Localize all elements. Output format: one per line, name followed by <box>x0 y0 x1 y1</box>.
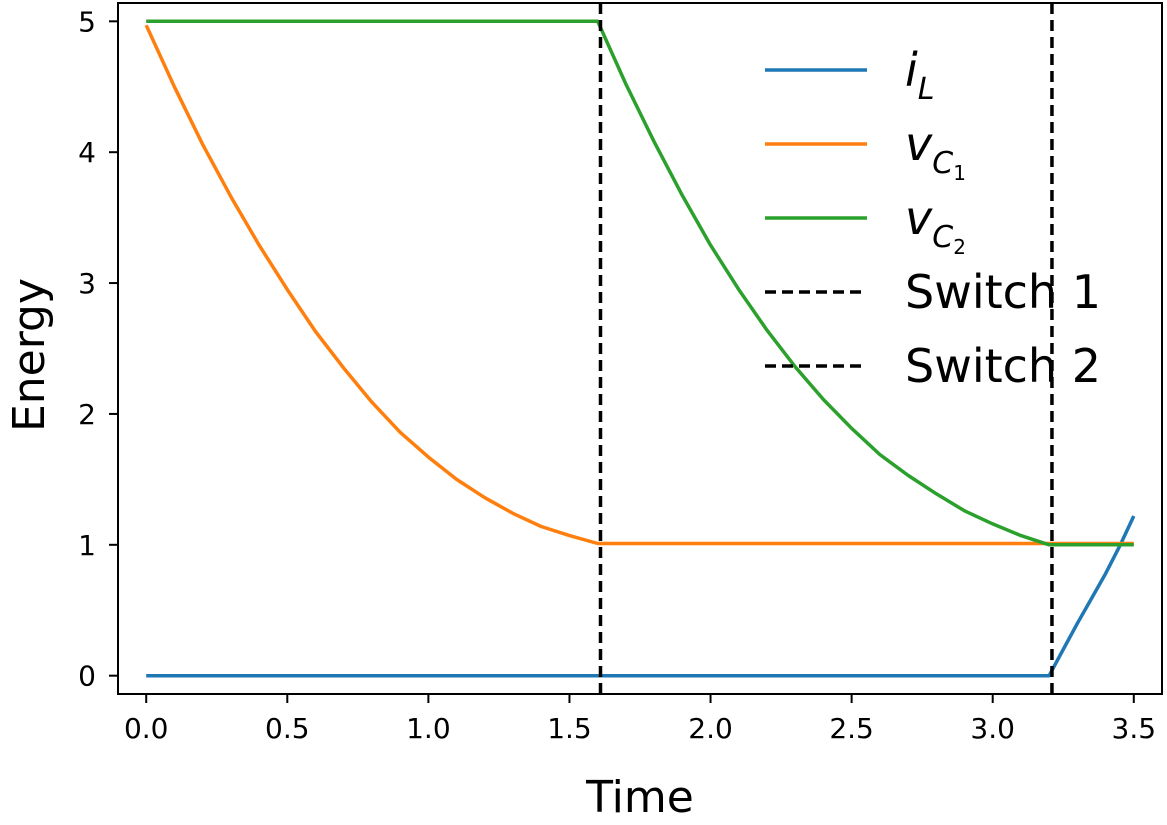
series-line-1 <box>146 515 1136 678</box>
y-tick-label: 0 <box>78 660 96 693</box>
y-axis-label: Energy <box>4 278 55 432</box>
x-tick-label: 0.0 <box>124 712 169 745</box>
legend-label: vC2 <box>905 191 966 259</box>
legend-item-3: vC2 <box>765 191 966 259</box>
axes: 0.0 0.5 1.0 1.5 2.0 2.5 3.0 3.5 0 1 2 3 4 5 <box>78 5 1156 745</box>
legend-label: vC1 <box>905 117 966 185</box>
legend-item-1: iL <box>765 43 935 107</box>
plot-content <box>144 3 1136 694</box>
y-tick-label: 5 <box>78 5 96 38</box>
x-tick-label: 3.0 <box>970 712 1015 745</box>
legend-item-2: vC1 <box>765 117 966 185</box>
x-tick-label: 0.5 <box>265 712 310 745</box>
x-tick-label: 1.0 <box>406 712 451 745</box>
y-tick-label: 4 <box>78 136 96 169</box>
series-line-3 <box>146 19 1134 547</box>
series-line-2 <box>144 24 1134 546</box>
x-tick-label: 1.5 <box>547 712 592 745</box>
legend-label: iL <box>905 43 935 107</box>
legend-label: Switch 1 <box>905 265 1101 319</box>
legend-item-4: Switch 1 <box>765 265 1101 319</box>
y-tick-label: 1 <box>78 529 96 562</box>
x-tick-label: 3.5 <box>1112 712 1157 745</box>
y-tick-label: 3 <box>78 267 96 300</box>
x-axis-label: Time <box>585 772 694 823</box>
legend-item-5: Switch 2 <box>765 339 1101 393</box>
plot-frame <box>117 2 1163 695</box>
x-tick-label: 2.5 <box>829 712 874 745</box>
y-tick-label: 2 <box>78 398 96 431</box>
legend-label: Switch 2 <box>905 339 1101 393</box>
x-tick-label: 2.0 <box>688 712 733 745</box>
